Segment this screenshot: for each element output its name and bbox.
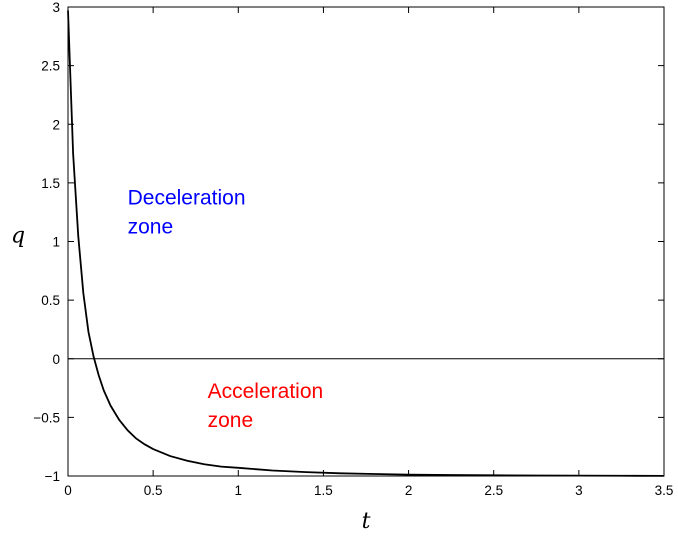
y-tick-label: 0 — [52, 352, 60, 367]
x-tick-label: 3.5 — [655, 483, 674, 498]
acceleration-zone-label: Acceleration zone — [208, 380, 324, 432]
y-axis-ticks: −1 −0.5 0 0.5 1 1.5 2 2.5 3 — [33, 0, 664, 484]
deceleration-zone-label: Deceleration zone — [128, 186, 246, 238]
x-tick-label: 2.5 — [484, 483, 503, 498]
plot-frame — [67, 6, 665, 477]
x-tick-label: 0.5 — [144, 483, 163, 498]
y-tick-label: 0.5 — [41, 293, 60, 308]
x-tick-label: 0 — [64, 483, 72, 498]
y-tick-label: 2.5 — [41, 59, 60, 74]
y-tick-label: 2 — [52, 117, 60, 132]
y-tick-label: 3 — [52, 0, 60, 15]
x-axis-label: t — [362, 509, 371, 534]
y-axis-label: q — [11, 224, 25, 249]
series-line — [67, 10, 665, 477]
x-axis-ticks: 0 0.5 1 1.5 2 2.5 3 3.5 — [64, 7, 673, 498]
y-tick-label: 1.5 — [41, 176, 60, 191]
y-tick-label: 1 — [52, 235, 60, 250]
x-tick-label: 1.5 — [314, 483, 333, 498]
y-tick-label: −0.5 — [33, 410, 60, 425]
zone-annotations: Deceleration zone Acceleration zone — [128, 186, 324, 431]
x-tick-label: 2 — [405, 483, 413, 498]
x-tick-label: 3 — [575, 483, 583, 498]
x-tick-label: 1 — [235, 483, 243, 498]
y-tick-label: −1 — [45, 469, 60, 484]
